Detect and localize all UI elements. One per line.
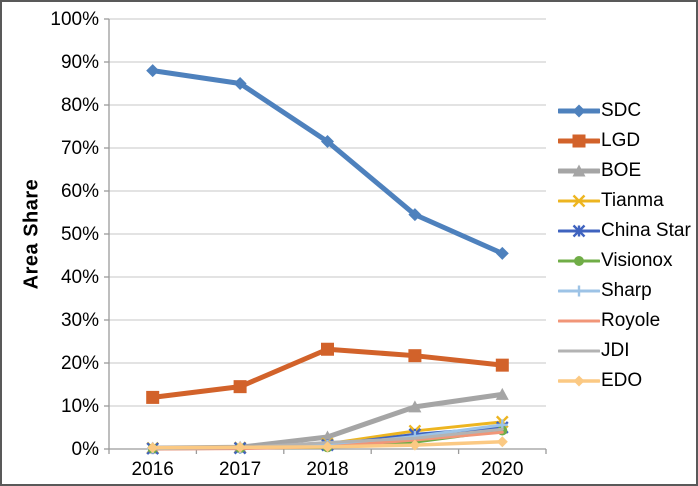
legend-label-lgd: LGD xyxy=(601,130,641,151)
legend-label-tianma: Tianma xyxy=(601,190,664,211)
legend-label-boe: BOE xyxy=(601,160,642,181)
legend-marker-glyph xyxy=(572,134,586,148)
legend-marker-boe-icon xyxy=(558,164,600,177)
series-marker-lgd xyxy=(495,358,509,372)
y-tick-label: 70% xyxy=(61,138,99,159)
y-tick-label: 90% xyxy=(61,52,99,73)
legend: SDC LGD BOE Tianma China Star Visionox Sharp Ro… xyxy=(558,96,691,396)
legend-marker-glyph xyxy=(573,285,585,297)
legend-label-jdi: JDI xyxy=(601,340,630,361)
series-marker-lgd xyxy=(146,390,160,404)
series-marker-lgd xyxy=(233,380,247,394)
legend-label-china-star: China Star xyxy=(601,220,691,241)
legend-marker-sharp-icon xyxy=(558,285,600,297)
y-tick-label: 10% xyxy=(61,396,99,417)
legend-marker-sdc-icon xyxy=(558,104,600,118)
x-tick-label: 2017 xyxy=(219,459,261,480)
x-tick-label: 2020 xyxy=(481,459,523,480)
series-line-lgd xyxy=(150,346,505,400)
series-marker-boe xyxy=(408,400,422,413)
legend-marker-tianma-icon xyxy=(558,194,600,208)
series-marker-lgd xyxy=(321,342,334,356)
legend-marker-glyph xyxy=(572,194,586,208)
x-tick-label: 2016 xyxy=(132,459,174,480)
series-marker-sdc xyxy=(233,77,247,90)
legend-label-visionox: Visionox xyxy=(601,250,673,271)
y-tick-label: 80% xyxy=(61,95,99,116)
y-tick-label: 100% xyxy=(50,9,99,30)
y-tick-label: 30% xyxy=(61,310,99,331)
y-tick-label: 40% xyxy=(61,267,99,288)
legend-item-lgd: LGD xyxy=(558,126,691,156)
series-marker-edo xyxy=(322,441,333,453)
legend-marker-glyph xyxy=(572,164,586,177)
legend-marker-china-star-icon xyxy=(558,224,600,238)
series-marker-edo xyxy=(496,436,508,448)
y-tick-label: 50% xyxy=(61,224,99,245)
series-marker-sdc xyxy=(408,208,422,222)
legend-item-royole: Royole xyxy=(558,306,691,336)
legend-item-jdi: JDI xyxy=(558,336,691,366)
x-tick-label: 2019 xyxy=(394,459,436,480)
y-tick-label: 60% xyxy=(61,181,99,202)
legend-marker-glyph xyxy=(573,375,585,387)
legend-marker-glyph xyxy=(572,224,586,238)
series-marker-lgd xyxy=(408,349,422,363)
legend-marker-edo-icon xyxy=(558,375,600,387)
series-line-sdc xyxy=(150,68,505,256)
legend-item-sdc: SDC xyxy=(558,96,691,126)
series-marker-boe xyxy=(495,387,509,400)
legend-marker-royole-icon xyxy=(558,319,600,323)
legend-item-china-star: China Star xyxy=(558,216,691,246)
legend-label-royole: Royole xyxy=(601,310,661,331)
legend-item-edo: EDO xyxy=(558,366,691,396)
legend-label-sharp: Sharp xyxy=(601,280,652,301)
y-tick-label: 20% xyxy=(61,353,99,374)
legend-item-visionox: Visionox xyxy=(558,246,691,276)
legend-marker-glyph xyxy=(574,256,584,266)
legend-marker-visionox-icon xyxy=(558,256,600,266)
legend-item-sharp: Sharp xyxy=(558,276,691,306)
legend-marker-lgd-icon xyxy=(558,134,600,148)
y-axis-title: Area Share xyxy=(20,178,43,290)
x-tick-label: 2018 xyxy=(306,459,348,480)
series-marker-edo xyxy=(147,442,159,454)
legend-label-sdc: SDC xyxy=(601,100,642,121)
legend-label-edo: EDO xyxy=(601,370,643,391)
series-marker-edo xyxy=(409,439,421,451)
legend-marker-glyph xyxy=(572,104,586,118)
series-marker-sdc xyxy=(321,135,334,149)
series-marker-edo xyxy=(234,441,246,453)
series-marker-sdc xyxy=(146,64,160,78)
series-marker-sdc xyxy=(495,246,509,260)
y-tick-label: 0% xyxy=(72,439,100,460)
legend-marker-jdi-icon xyxy=(558,349,600,353)
legend-item-tianma: Tianma xyxy=(558,186,691,216)
legend-item-boe: BOE xyxy=(558,156,691,186)
